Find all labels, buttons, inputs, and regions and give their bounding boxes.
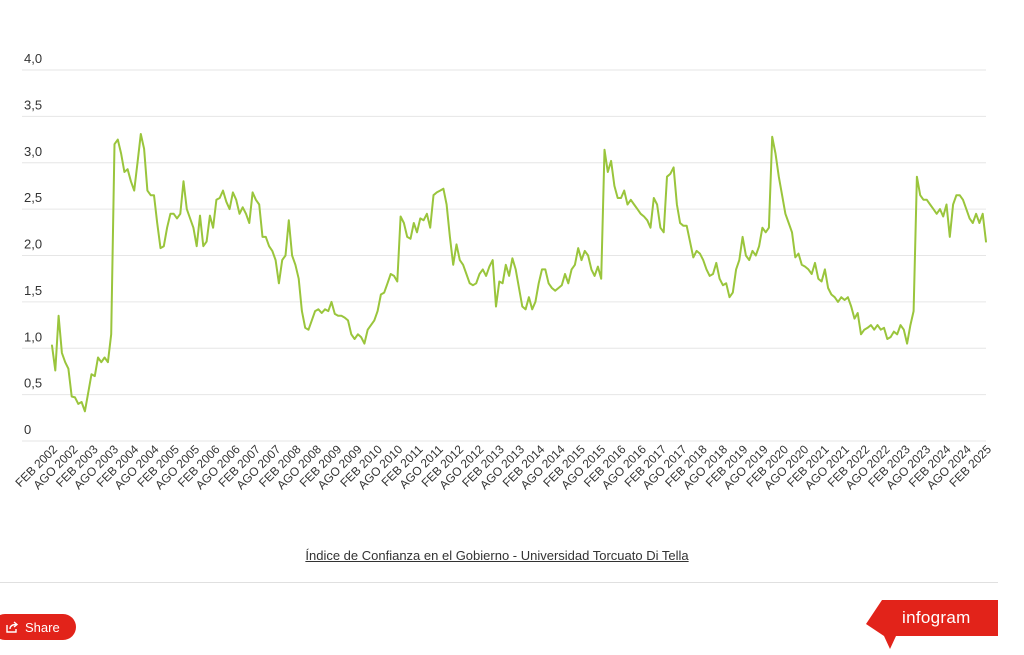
series-layer bbox=[51, 133, 987, 413]
y-axis-ticks: 0 0,5 1,0 1,5 2,0 2,5 3,0 3,5 4,0 bbox=[24, 51, 42, 437]
grid-lines bbox=[22, 69, 986, 442]
y-tick-label: 3,5 bbox=[24, 97, 42, 112]
y-tick-label: 1,5 bbox=[24, 283, 42, 298]
source-link[interactable]: Índice de Confianza en el Gobierno - Uni… bbox=[305, 548, 689, 563]
infogram-logo-shape bbox=[866, 600, 998, 649]
share-label: Share bbox=[25, 619, 60, 635]
y-tick-label: 0,5 bbox=[24, 376, 42, 391]
y-tick-label: 2,5 bbox=[24, 190, 42, 205]
series-line bbox=[51, 133, 987, 413]
y-tick-label: 3,0 bbox=[24, 144, 42, 159]
y-tick-label: 4,0 bbox=[24, 51, 42, 66]
y-tick-label: 1,0 bbox=[24, 329, 42, 344]
infogram-wordmark: infogram bbox=[902, 608, 971, 627]
footer-divider bbox=[0, 582, 998, 583]
share-icon bbox=[6, 621, 19, 633]
infogram-logo[interactable]: infogram bbox=[866, 600, 998, 650]
y-tick-label: 0 bbox=[24, 422, 31, 437]
y-tick-label: 2,0 bbox=[24, 237, 42, 252]
share-button[interactable]: Share bbox=[0, 614, 76, 640]
